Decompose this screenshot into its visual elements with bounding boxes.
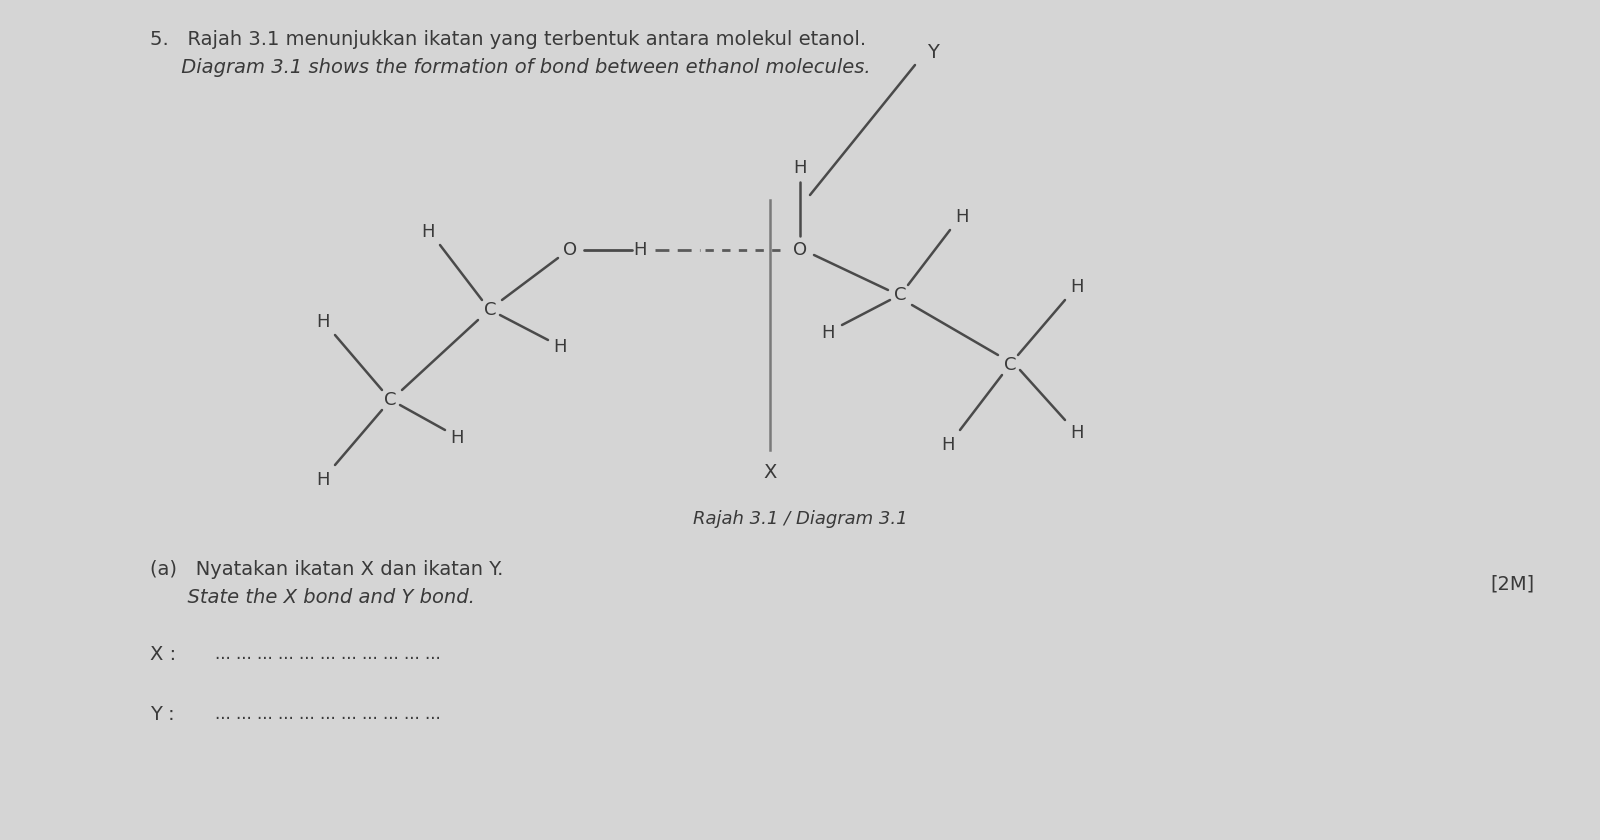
Text: C: C — [483, 301, 496, 319]
Text: O: O — [794, 241, 806, 259]
Text: H: H — [1070, 424, 1083, 442]
Text: C: C — [1003, 356, 1016, 374]
Text: H: H — [554, 338, 566, 356]
Text: ... ... ... ... ... ... ... ... ... ... ...: ... ... ... ... ... ... ... ... ... ... … — [214, 645, 440, 663]
Text: (a)   Nyatakan ikatan X dan ikatan Y.: (a) Nyatakan ikatan X dan ikatan Y. — [150, 560, 504, 579]
Text: H: H — [955, 208, 968, 226]
Text: ... ... ... ... ... ... ... ... ... ... ...: ... ... ... ... ... ... ... ... ... ... … — [214, 705, 440, 723]
Text: 5.   Rajah 3.1 menunjukkan ikatan yang terbentuk antara molekul etanol.: 5. Rajah 3.1 menunjukkan ikatan yang ter… — [150, 30, 866, 49]
Text: H: H — [1070, 278, 1083, 296]
Text: Rajah 3.1 / Diagram 3.1: Rajah 3.1 / Diagram 3.1 — [693, 510, 907, 528]
Text: H: H — [634, 241, 646, 259]
Text: State the X bond and Y bond.: State the X bond and Y bond. — [150, 588, 475, 607]
Text: Diagram 3.1 shows the formation of bond between ethanol molecules.: Diagram 3.1 shows the formation of bond … — [150, 58, 870, 77]
Text: [2M]: [2M] — [1490, 574, 1534, 593]
Text: O: O — [563, 241, 578, 259]
Text: H: H — [941, 436, 955, 454]
Text: H: H — [317, 471, 330, 489]
Text: X :: X : — [150, 645, 176, 664]
Text: H: H — [794, 159, 806, 177]
Text: H: H — [450, 429, 464, 447]
Text: C: C — [894, 286, 906, 304]
Text: Y: Y — [926, 44, 939, 62]
Text: X: X — [763, 463, 776, 481]
Text: Y :: Y : — [150, 705, 174, 724]
Text: H: H — [821, 324, 835, 342]
Text: H: H — [421, 223, 435, 241]
Text: H: H — [317, 313, 330, 331]
Text: C: C — [384, 391, 397, 409]
